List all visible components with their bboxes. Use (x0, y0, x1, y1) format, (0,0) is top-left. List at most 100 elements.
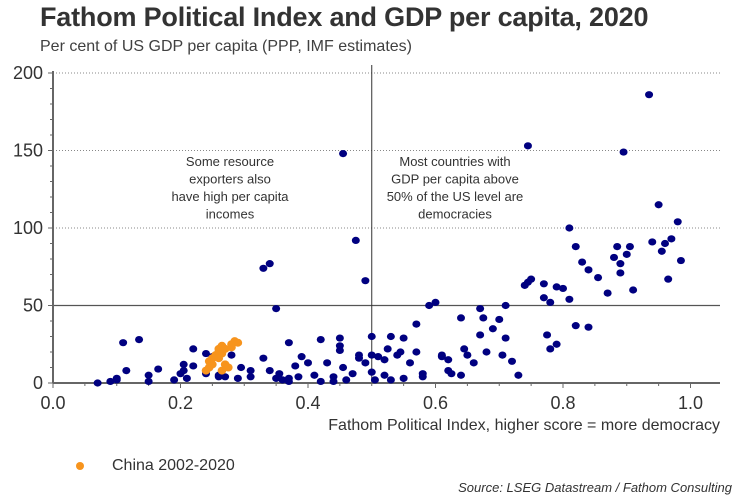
data-point-country (565, 295, 574, 303)
x-tick-label: 0.0 (40, 393, 65, 413)
y-tick-label: 150 (13, 141, 43, 161)
x-tick-label: 0.2 (168, 393, 193, 413)
data-point-country (616, 260, 625, 268)
annotation-line: Most countries with (399, 154, 510, 169)
annotation-line: GDP per capita above (391, 172, 519, 187)
data-point-country (508, 357, 516, 365)
y-tick-label: 100 (13, 218, 43, 238)
data-point-country (457, 314, 465, 322)
data-point-country (342, 376, 351, 384)
data-point-country (246, 373, 255, 381)
data-point-country (514, 371, 523, 379)
data-point-country (619, 148, 628, 156)
data-point-country (546, 298, 555, 306)
data-point-country (265, 260, 274, 268)
data-point-country (476, 305, 485, 313)
data-point-country (386, 332, 395, 341)
data-point-country (613, 243, 622, 251)
data-point-country (380, 371, 389, 379)
data-point-china (233, 338, 243, 347)
data-point-country (265, 367, 274, 375)
x-tick-label: 0.4 (295, 393, 320, 413)
data-point-country (501, 334, 510, 342)
chart-subtitle: Per cent of US GDP per capita (PPP, IMF … (40, 38, 412, 55)
data-point-country (571, 322, 580, 330)
data-point-country (316, 336, 325, 344)
data-point-country (361, 359, 370, 367)
data-point-country (546, 345, 555, 353)
data-point-country (559, 284, 567, 293)
data-point-country (93, 379, 102, 387)
data-point-country (237, 363, 246, 372)
data-point-country (399, 374, 408, 382)
data-point-country (396, 348, 405, 356)
legend-label-china: China 2002-2020 (112, 457, 235, 474)
data-point-country (676, 256, 685, 265)
data-point-country (221, 373, 230, 381)
data-point-country (463, 351, 472, 359)
data-point-country (272, 374, 281, 382)
data-point-country (144, 371, 153, 379)
data-point-china (224, 363, 233, 372)
data-point-country (552, 283, 561, 291)
data-point-country (335, 334, 344, 342)
data-point-country (233, 374, 242, 382)
x-tick-label: 0.6 (423, 393, 448, 413)
y-tick-label: 0 (33, 373, 43, 393)
data-point-country (425, 301, 434, 310)
data-points (93, 91, 685, 387)
tick-labels: 0 50 100 150 200 0.0 0.2 0.4 0.6 0.8 1.0 (13, 63, 703, 413)
data-point-country (495, 315, 504, 324)
data-point-country (361, 277, 370, 285)
gridlines (53, 72, 720, 229)
data-point-country (284, 339, 293, 347)
data-point-country (348, 370, 357, 378)
data-point-country (386, 376, 395, 384)
data-point-country (622, 250, 631, 258)
data-point-country (112, 376, 121, 384)
data-point-country (479, 314, 488, 322)
data-point-country (367, 368, 376, 376)
data-point-country (552, 340, 561, 348)
data-point-country (431, 298, 440, 306)
data-point-country (259, 354, 268, 362)
data-point-country (144, 377, 153, 386)
data-point-country (294, 373, 303, 381)
data-point-country (227, 351, 236, 359)
data-point-country (447, 370, 456, 378)
source-note: Source: LSEG Datastream / Fathom Consult… (458, 480, 732, 495)
data-point-country (527, 275, 536, 283)
annotation-democracies: Most countries with GDP per capita above 5… (387, 154, 524, 222)
data-point-country (578, 258, 587, 266)
data-point-country (629, 286, 638, 294)
data-point-country (412, 348, 421, 356)
data-point-country (214, 373, 223, 381)
data-point-country (179, 367, 188, 375)
data-point-country (119, 339, 128, 347)
data-point-country (673, 218, 682, 226)
data-point-country (335, 342, 344, 350)
data-point-china (214, 354, 224, 363)
data-point-country (272, 305, 281, 313)
data-point-country (469, 359, 478, 367)
data-point-country (501, 301, 510, 310)
data-point-country (457, 371, 465, 379)
reference-lines (53, 65, 720, 383)
data-point-country (418, 373, 427, 381)
data-point-country (106, 377, 115, 386)
data-point-country (367, 332, 376, 341)
data-point-country (304, 359, 312, 367)
legend: China 2002-2020 (76, 457, 235, 475)
data-point-country (406, 359, 414, 367)
data-point-country (351, 236, 360, 244)
data-point-country (539, 294, 548, 302)
annotation-line: exporters also (189, 172, 271, 187)
series-china (201, 337, 243, 375)
data-point-country (329, 377, 338, 386)
data-point-country (437, 353, 446, 361)
data-point-country (523, 142, 532, 150)
data-point-country (571, 243, 580, 251)
data-point-country (664, 275, 673, 283)
series-countries (93, 91, 685, 387)
